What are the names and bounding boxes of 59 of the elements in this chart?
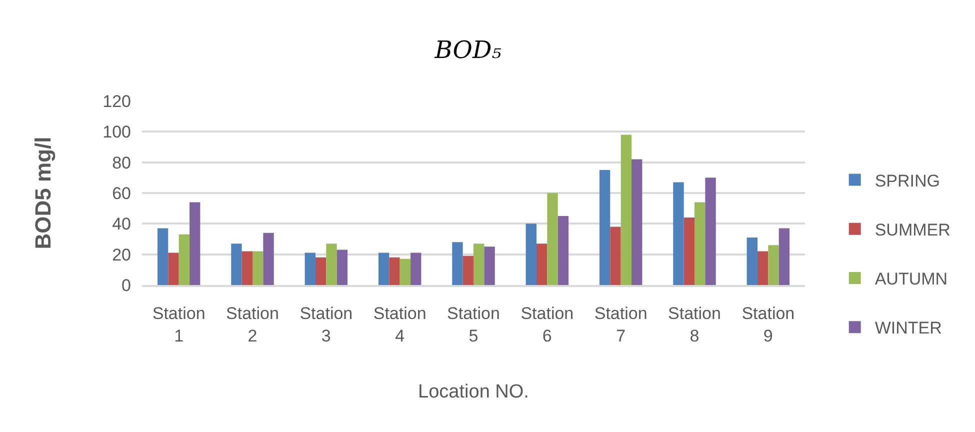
bar xyxy=(389,257,400,285)
x-tick-label: Station 4 xyxy=(373,304,426,346)
bar xyxy=(315,257,326,285)
bar xyxy=(484,246,495,285)
y-tick-label: 60 xyxy=(112,184,131,203)
bar xyxy=(263,232,274,285)
bar xyxy=(746,237,758,285)
chart-title: BOD₅ xyxy=(434,36,502,64)
bar xyxy=(547,193,558,285)
bar xyxy=(778,228,790,285)
x-axis-title: Location NO. xyxy=(418,382,529,403)
bar xyxy=(684,218,694,285)
bar xyxy=(462,256,474,285)
bar xyxy=(336,250,348,285)
y-tick-label: 80 xyxy=(112,153,131,172)
bar xyxy=(757,251,768,285)
bar xyxy=(673,182,684,285)
y-tick-label: 0 xyxy=(122,276,131,295)
bar xyxy=(231,244,242,285)
bar xyxy=(400,258,411,285)
x-tick-label: Station 3 xyxy=(300,304,353,346)
bar xyxy=(242,251,252,285)
bar xyxy=(599,170,610,285)
bar xyxy=(526,224,536,285)
bar xyxy=(536,244,548,285)
y-axis-title: BOD5 mg/l xyxy=(30,136,56,250)
bar xyxy=(694,202,706,285)
bar xyxy=(252,251,264,285)
bar xyxy=(378,252,390,285)
bar xyxy=(190,202,200,285)
legend-label: SUMMER xyxy=(874,220,950,240)
y-tick-label: 40 xyxy=(112,214,131,234)
y-tick-label: 100 xyxy=(102,122,131,142)
bar xyxy=(632,159,642,285)
x-tick-label: Station 2 xyxy=(226,304,279,346)
bar xyxy=(168,252,179,285)
bar xyxy=(610,226,621,285)
y-tick-label: 120 xyxy=(102,92,131,111)
y-tick-label: 20 xyxy=(112,245,131,264)
bar xyxy=(705,178,716,285)
bar xyxy=(178,234,190,285)
bar xyxy=(474,244,484,285)
bar xyxy=(558,216,569,285)
legend-label: SPRING xyxy=(874,171,940,190)
bar xyxy=(768,245,779,285)
x-tick-label: Station 6 xyxy=(520,304,574,346)
x-tick-label: Station 5 xyxy=(447,304,500,346)
bar xyxy=(304,252,316,285)
x-tick-label: Station 7 xyxy=(594,304,648,346)
bar xyxy=(326,244,337,285)
x-tick-label: Station 9 xyxy=(742,304,795,346)
bar xyxy=(157,228,168,285)
legend-label: AUTUMN xyxy=(874,270,948,289)
bar xyxy=(620,134,632,285)
x-tick-label: Station 8 xyxy=(668,304,721,346)
legend-label: WINTER xyxy=(874,318,942,338)
bar xyxy=(452,242,463,285)
bar xyxy=(410,252,422,285)
x-tick-label: Station 1 xyxy=(152,304,206,346)
